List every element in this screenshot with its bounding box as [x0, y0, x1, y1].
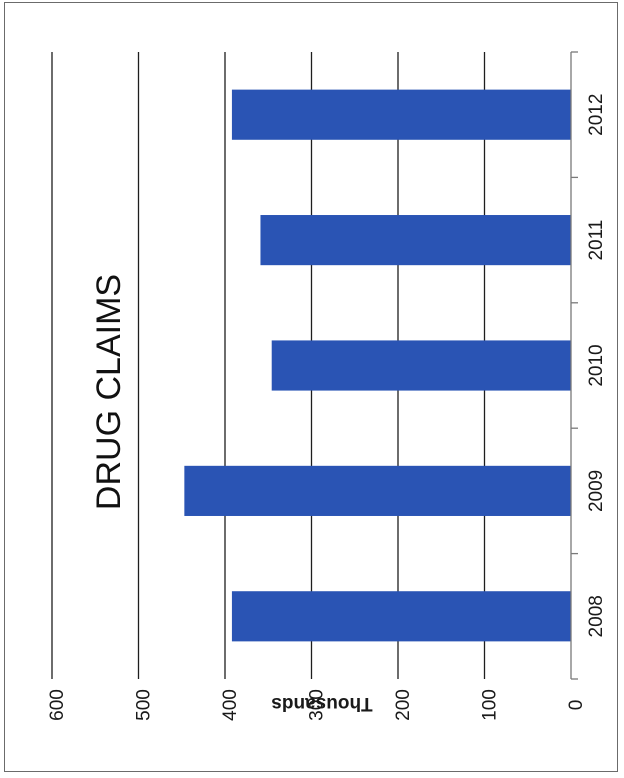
bar-layer [184, 89, 572, 642]
category-label-2012: 2012 [586, 94, 607, 136]
bar-2011 [260, 215, 571, 266]
category-label-2009: 2009 [586, 470, 607, 512]
category-label-layer: 2008 2009 2010 2011 2012 [586, 94, 607, 638]
bar-2010 [271, 340, 571, 391]
category-label-2010: 2010 [586, 344, 607, 386]
chart-title: DRUG CLAIMS [90, 274, 128, 510]
y-axis-label: Thousands [271, 693, 372, 714]
y-tick-label: 200 [393, 689, 414, 721]
bar-2008 [231, 591, 572, 642]
grid-layer [51, 52, 486, 679]
category-label-2011: 2011 [586, 220, 607, 261]
axis-layer [570, 51, 578, 680]
bar-2009 [184, 465, 571, 516]
category-label-2008: 2008 [586, 595, 607, 637]
y-tick-label: 0 [566, 700, 587, 711]
bar-2012 [231, 89, 572, 140]
y-tick-label: 600 [47, 689, 68, 721]
y-tick-label: 100 [480, 689, 501, 721]
tick-label-layer: 0 100 200 300 400 500 600 [47, 689, 587, 721]
y-tick-label: 500 [134, 689, 155, 721]
y-tick-label: 400 [220, 689, 241, 721]
y-tick-label: 300 [307, 689, 328, 721]
